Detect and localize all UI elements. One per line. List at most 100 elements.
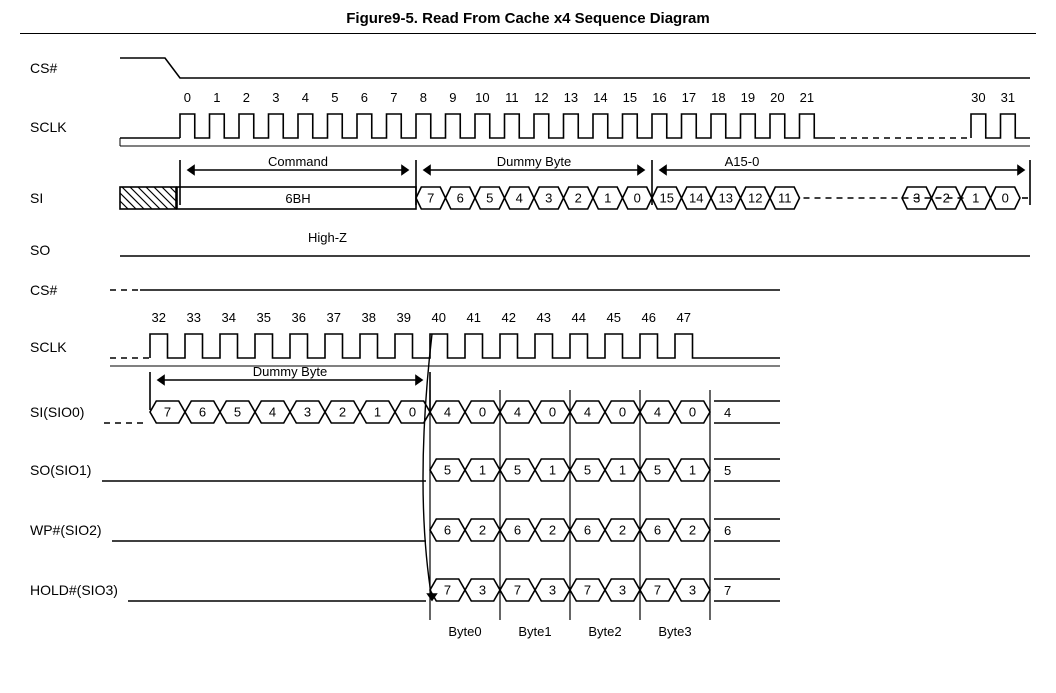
svg-text:4: 4 [302,90,309,105]
svg-text:3: 3 [619,583,626,598]
svg-text:7: 7 [390,90,397,105]
figure-title: Figure9-5. Read From Cache x4 Sequence D… [20,10,1036,27]
svg-text:21: 21 [800,90,814,105]
svg-text:14: 14 [689,191,703,206]
svg-text:34: 34 [222,310,236,325]
svg-text:HOLD#(SIO3): HOLD#(SIO3) [30,582,118,598]
svg-text:3: 3 [479,583,486,598]
svg-text:SI(SIO0): SI(SIO0) [30,404,84,420]
svg-text:1: 1 [479,463,486,478]
svg-text:2: 2 [549,523,556,538]
svg-text:6: 6 [654,523,661,538]
svg-text:Command: Command [268,154,328,169]
svg-text:33: 33 [187,310,201,325]
svg-text:6: 6 [724,523,731,538]
svg-text:7: 7 [584,583,591,598]
svg-text:47: 47 [677,310,691,325]
svg-text:3: 3 [549,583,556,598]
svg-text:0: 0 [184,90,191,105]
svg-text:7: 7 [724,583,731,598]
svg-text:4: 4 [444,405,451,420]
svg-text:1: 1 [619,463,626,478]
svg-text:SCLK: SCLK [30,339,67,355]
svg-text:5: 5 [331,90,338,105]
svg-text:2: 2 [619,523,626,538]
svg-text:SI: SI [30,190,43,206]
svg-text:41: 41 [467,310,481,325]
svg-text:CS#: CS# [30,60,57,76]
svg-text:44: 44 [572,310,586,325]
svg-text:7: 7 [654,583,661,598]
svg-text:36: 36 [292,310,306,325]
svg-text:1: 1 [213,90,220,105]
svg-text:2: 2 [243,90,250,105]
svg-text:7: 7 [427,191,434,206]
title-rule [20,33,1036,34]
svg-text:1: 1 [689,463,696,478]
svg-text:4: 4 [584,405,591,420]
svg-text:2: 2 [339,405,346,420]
svg-text:13: 13 [564,90,578,105]
svg-text:Byte2: Byte2 [588,624,621,639]
svg-text:3: 3 [304,405,311,420]
svg-text:30: 30 [971,90,985,105]
svg-text:Dummy Byte: Dummy Byte [497,154,571,169]
svg-text:5: 5 [514,463,521,478]
svg-text:0: 0 [409,405,416,420]
svg-text:35: 35 [257,310,271,325]
svg-text:3: 3 [913,191,920,206]
svg-text:4: 4 [654,405,661,420]
svg-text:18: 18 [711,90,725,105]
svg-text:3: 3 [272,90,279,105]
svg-text:5: 5 [654,463,661,478]
svg-text:0: 0 [1002,191,1009,206]
svg-text:6: 6 [584,523,591,538]
svg-text:4: 4 [516,191,523,206]
svg-text:16: 16 [652,90,666,105]
svg-text:10: 10 [475,90,489,105]
svg-text:5: 5 [234,405,241,420]
svg-text:7: 7 [444,583,451,598]
svg-text:17: 17 [682,90,696,105]
svg-text:11: 11 [778,191,792,206]
svg-text:46: 46 [642,310,656,325]
svg-text:2: 2 [479,523,486,538]
svg-text:12: 12 [534,90,548,105]
svg-text:CS#: CS# [30,282,57,298]
svg-text:40: 40 [432,310,446,325]
svg-text:0: 0 [634,191,641,206]
svg-text:2: 2 [943,191,950,206]
svg-text:2: 2 [689,523,696,538]
svg-text:38: 38 [362,310,376,325]
svg-text:3: 3 [689,583,696,598]
svg-text:0: 0 [689,405,696,420]
svg-text:0: 0 [479,405,486,420]
svg-text:6: 6 [444,523,451,538]
svg-text:4: 4 [724,405,731,420]
svg-text:7: 7 [164,405,171,420]
timing-diagram: CS#0123456789101112131415161718192021303… [20,40,1036,680]
svg-text:1: 1 [374,405,381,420]
svg-text:37: 37 [327,310,341,325]
svg-text:Dummy Byte: Dummy Byte [253,364,327,379]
svg-text:5: 5 [444,463,451,478]
svg-text:4: 4 [269,405,276,420]
svg-text:Byte1: Byte1 [518,624,551,639]
svg-text:39: 39 [397,310,411,325]
svg-text:Byte0: Byte0 [448,624,481,639]
svg-text:12: 12 [748,191,762,206]
svg-text:7: 7 [514,583,521,598]
svg-text:6BH: 6BH [285,191,310,206]
svg-text:45: 45 [607,310,621,325]
svg-text:6: 6 [361,90,368,105]
svg-text:6: 6 [199,405,206,420]
svg-text:42: 42 [502,310,516,325]
svg-text:0: 0 [619,405,626,420]
svg-text:SCLK: SCLK [30,119,67,135]
svg-text:14: 14 [593,90,607,105]
svg-text:8: 8 [420,90,427,105]
svg-text:5: 5 [486,191,493,206]
svg-text:32: 32 [152,310,166,325]
svg-text:5: 5 [724,463,731,478]
svg-text:13: 13 [719,191,733,206]
